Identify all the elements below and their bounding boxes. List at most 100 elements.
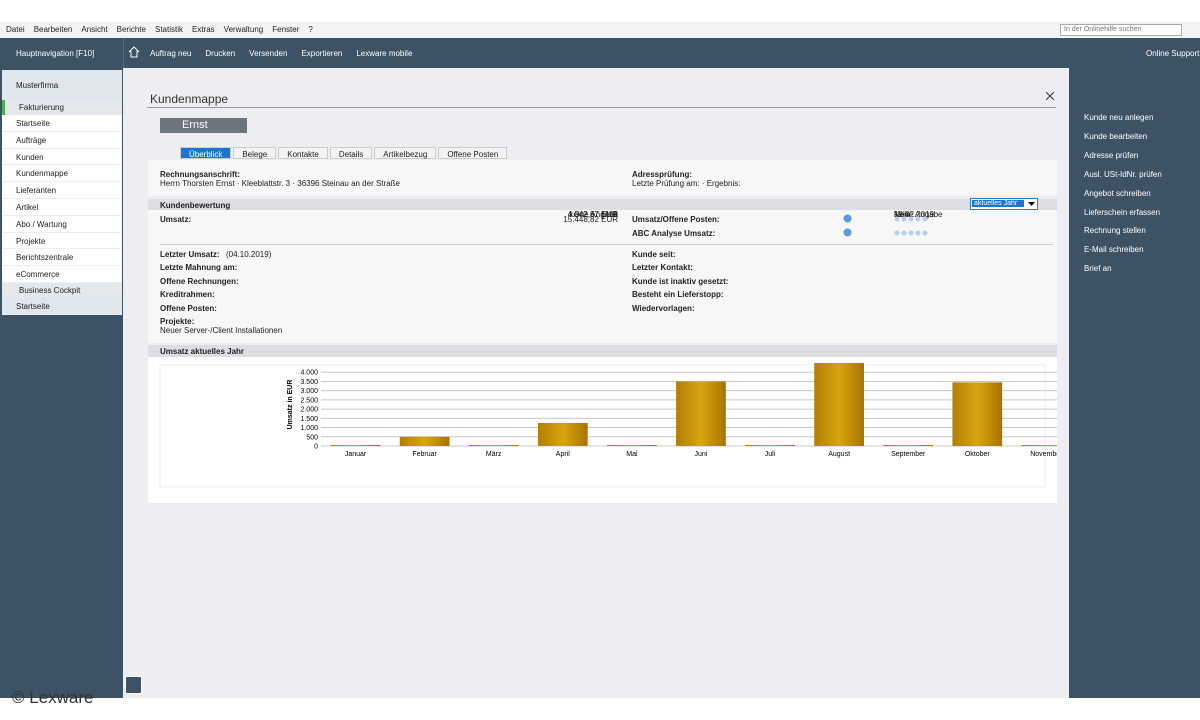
customer-name: Ernst	[182, 119, 208, 131]
details-box: Umsatz: 15.448,82 EUR Umsatz/Offene Post…	[148, 210, 1057, 343]
menu-item[interactable]: Verwaltung	[223, 25, 264, 34]
label: ABC Analyse Umsatz:	[632, 229, 716, 238]
nav-item[interactable]: Kundenmappe	[2, 165, 122, 183]
label: Offene Rechnungen:	[160, 276, 239, 286]
home-icon[interactable]	[128, 46, 140, 58]
menu-item[interactable]: Bearbeiten	[33, 25, 73, 34]
value: keine Angabe	[569, 210, 619, 219]
value: 4.042,67 EUR	[567, 210, 618, 219]
customer-nav[interactable]: Ernst	[160, 118, 247, 133]
tab[interactable]: Belege	[233, 147, 277, 159]
plot-frame	[159, 364, 1046, 488]
rule	[160, 244, 1053, 245]
action-link[interactable]: Kunde bearbeiten	[1084, 131, 1148, 141]
nav-item[interactable]: eCommerce	[2, 266, 122, 283]
address-box: Rechnungsanschrift: Herrn Thorsten Ernst…	[148, 160, 1057, 196]
menu-item[interactable]: Berichte	[116, 25, 146, 34]
nav-item[interactable]: Startseite	[2, 115, 122, 132]
x-tick-label: Mai	[626, 451, 638, 458]
menu-item[interactable]: Statistik	[154, 25, 183, 34]
value: Nein	[601, 210, 618, 219]
period-select[interactable]: aktuelles Jahr	[970, 198, 1038, 210]
rule	[147, 107, 1056, 108]
group-header[interactable]: Business Cockpit	[2, 282, 122, 298]
tab[interactable]: Kontakte	[278, 147, 328, 159]
nav-item[interactable]: Abo / Wartung	[2, 216, 122, 233]
menu-bar: Datei Bearbeiten Ansicht Berichte Statistik E…	[0, 22, 1200, 38]
page-title: Kundenmappe	[150, 92, 229, 106]
tab[interactable]: Details	[329, 147, 373, 159]
action-link[interactable]: Ausl. USt-IdNr. prüfen	[1084, 169, 1162, 179]
sidebar: Musterfirma Fakturierung Startseite Aufträg…	[0, 68, 123, 698]
toolbar: Hauptnavigation [F10] Auftrag neu Drucken…	[0, 38, 1200, 68]
bar	[745, 445, 795, 446]
tab[interactable]: Offene Posten	[438, 147, 508, 159]
x-tick-label: Juni	[695, 451, 708, 458]
help-icon[interactable]	[843, 214, 852, 223]
info-button[interactable]	[125, 676, 142, 694]
plot: 0 500 1.000 1.500 2.000 2.500 3.000 3.500 4.000 U…	[287, 363, 1057, 458]
y-tick-label: 0	[314, 444, 318, 451]
search-box[interactable]: In der Onlinehilfe suchen	[1060, 24, 1182, 36]
section-header: Umsatz aktuelles Jahr	[148, 345, 1057, 357]
label: Kunde seit:	[632, 250, 676, 259]
action-link[interactable]: Rechnung stellen	[1084, 226, 1146, 236]
nav-item[interactable]: Aufträge	[2, 132, 122, 149]
arrow	[1028, 202, 1035, 206]
chart-box: 0 500 1.000 1.500 2.000 2.500 3.000 3.500 4.000 U…	[148, 357, 1057, 503]
bar	[883, 445, 934, 446]
action-link[interactable]: E-Mail schreiben	[1084, 245, 1144, 255]
value: Herrn Thorsten Ernst · Kleeblattstr. 3 ·…	[160, 179, 400, 188]
x-tick-label: Oktober	[965, 451, 991, 458]
help-icon[interactable]	[843, 228, 852, 237]
group-header[interactable]: Fakturierung	[2, 100, 122, 115]
tool-button[interactable]: Auftrag neu	[150, 49, 192, 58]
online-support[interactable]: Online Support	[1146, 49, 1200, 58]
nav-item[interactable]: Startseite	[2, 297, 122, 315]
value: Nein	[894, 210, 911, 219]
x-tick-label: März	[486, 451, 502, 458]
tool-button[interactable]: Drucken	[205, 49, 236, 58]
y-tick-label: 1.000	[300, 425, 318, 432]
menu-item[interactable]: Datei	[6, 25, 25, 34]
nav-item[interactable]: Projekte	[2, 233, 122, 250]
tab[interactable]: Artikelbezug	[374, 147, 437, 159]
menu-item[interactable]: ?	[308, 25, 313, 34]
x-tick-label: April	[556, 451, 570, 458]
tool-button[interactable]: Lexware mobile	[356, 49, 413, 58]
tab[interactable]: Überblick	[180, 147, 232, 159]
nav-title[interactable]: Hauptnavigation [F10]	[16, 49, 95, 58]
nav-item[interactable]: Berichtszentrale	[2, 249, 122, 267]
action-link[interactable]: Angebot schreiben	[1084, 188, 1151, 198]
nav-item[interactable]: Artikel	[2, 199, 122, 216]
nav-item[interactable]: Kunden	[2, 149, 122, 166]
note: (04.10.2019)	[226, 250, 272, 259]
x-tick-label: Februar	[412, 451, 437, 458]
watermark: © Lexware	[12, 688, 94, 707]
x-tick-label: Juli	[765, 451, 776, 458]
action-link[interactable]: Adresse prüfen	[1084, 150, 1139, 160]
label: Letzter Umsatz:	[160, 250, 220, 259]
y-tick-label: 3.000	[300, 388, 318, 395]
menu-item[interactable]: Fenster	[272, 25, 300, 34]
bar	[537, 422, 588, 446]
action-link[interactable]: Lieferschein erfassen	[1084, 207, 1161, 217]
close[interactable]	[1046, 92, 1054, 100]
action-link[interactable]: Brief an	[1084, 264, 1112, 274]
tool-button[interactable]: Exportieren	[301, 49, 343, 58]
tool-button[interactable]: Versenden	[249, 49, 288, 58]
action-link[interactable]: Kunde neu anlegen	[1084, 113, 1154, 122]
value: 4.042,67 EUR	[567, 210, 618, 219]
divider	[123, 38, 124, 68]
menu-item[interactable]: Ansicht	[81, 25, 108, 34]
company: Musterfirma	[2, 70, 122, 100]
y-tick-label: 1.500	[300, 416, 318, 423]
menu-item[interactable]: Extras	[192, 25, 215, 34]
label: Umsatz/Offene Posten:	[632, 215, 720, 224]
label: Rechnungsanschrift:	[160, 170, 241, 179]
bar	[814, 363, 864, 446]
label: Letzte Mahnung am:	[160, 263, 238, 273]
nav-item[interactable]: Lieferanten	[2, 182, 122, 199]
label: Projekte:	[160, 317, 195, 326]
